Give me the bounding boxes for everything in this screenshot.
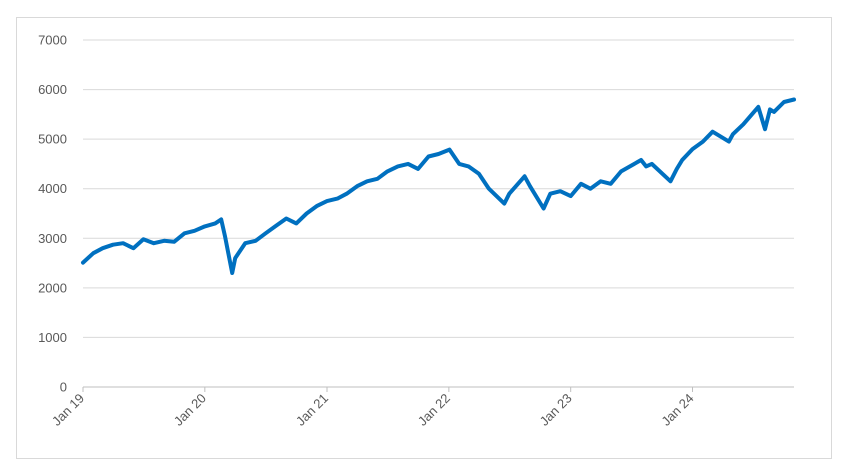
y-tick-label: 2000 (38, 280, 67, 295)
y-tick-label: 7000 (38, 33, 67, 48)
y-tick-label: 0 (60, 380, 67, 395)
y-tick-label: 4000 (38, 181, 67, 196)
gridlines (83, 39, 794, 338)
x-tick-label: Jan 21 (293, 391, 331, 429)
x-tick-label: Jan 19 (49, 391, 87, 429)
x-tick-label: Jan 20 (171, 391, 209, 429)
y-tick-label: 6000 (38, 82, 67, 97)
y-tick-label: 5000 (38, 132, 67, 147)
x-tick-label: Jan 24 (658, 391, 696, 429)
y-tick-label: 3000 (38, 231, 67, 246)
x-axis-ticks: Jan 19 Jan 20 Jan 21 Jan 22 Jan 23 Jan 24 (49, 387, 697, 429)
chart-frame: 0 1000 2000 3000 4000 5000 6000 7000 Jan 19 Jan … (16, 17, 832, 459)
series-line (81, 97, 796, 275)
x-tick-label: Jan 23 (537, 391, 575, 429)
x-tick-label: Jan 22 (415, 391, 453, 429)
y-axis-tick-labels: 0 1000 2000 3000 4000 5000 6000 7000 (38, 33, 67, 395)
y-tick-label: 1000 (38, 330, 67, 345)
